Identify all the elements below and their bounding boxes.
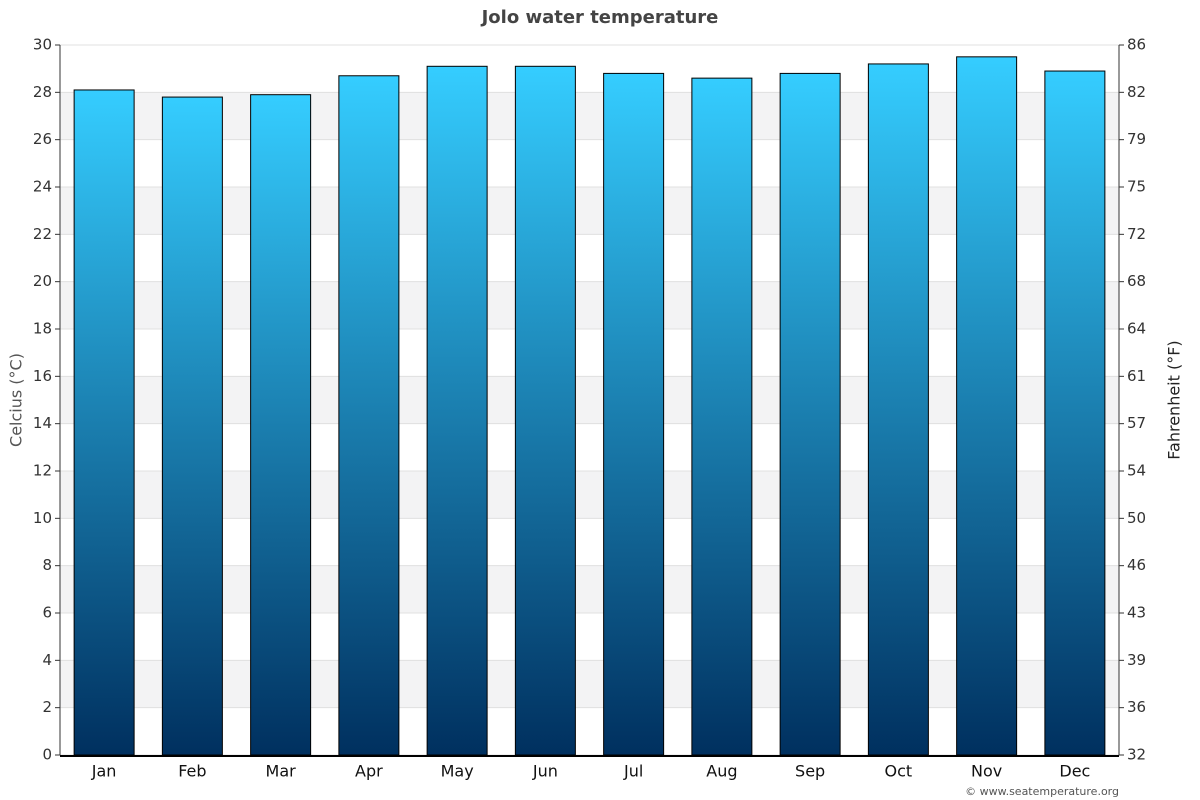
x-tick-label: Jul xyxy=(623,762,643,781)
x-tick-label: Apr xyxy=(355,762,383,781)
y2-tick-label: 79 xyxy=(1127,130,1146,148)
bar xyxy=(426,65,488,756)
grid-band xyxy=(60,92,1119,140)
y2-tick-label: 57 xyxy=(1127,414,1146,432)
chart-title: Jolo water temperature xyxy=(480,7,719,28)
y-tick-label: 2 xyxy=(42,698,52,716)
credit: © www.seatemperature.org xyxy=(965,785,1119,798)
y2-tick-label: 54 xyxy=(1127,462,1146,480)
y2-tick-label: 72 xyxy=(1127,225,1146,243)
y2-tick-label: 50 xyxy=(1127,509,1146,527)
bar xyxy=(161,96,223,756)
grid-band xyxy=(60,376,1119,424)
y2-tick-label: 68 xyxy=(1127,272,1146,290)
bar xyxy=(250,94,312,756)
y-tick-label: 26 xyxy=(33,130,52,148)
y2-tick-label: 64 xyxy=(1127,320,1146,338)
x-tick-label: May xyxy=(441,762,474,781)
bar xyxy=(73,89,135,756)
y2-tick-label: 75 xyxy=(1127,178,1146,196)
y-tick-label: 4 xyxy=(42,651,52,669)
bar xyxy=(603,72,665,756)
y2-tick-label: 39 xyxy=(1127,651,1146,669)
y2-axis-label: Fahrenheit (°F) xyxy=(1165,340,1184,459)
bar xyxy=(338,75,400,756)
y2-tick-label: 61 xyxy=(1127,367,1146,385)
grid-band xyxy=(60,187,1119,235)
y-tick-label: 30 xyxy=(33,36,52,54)
x-tick-label: Jan xyxy=(91,762,117,781)
y-tick-label: 0 xyxy=(42,746,52,764)
y-tick-label: 24 xyxy=(33,178,52,196)
y2-tick-label: 86 xyxy=(1127,36,1146,54)
x-tick-label: Feb xyxy=(178,762,206,781)
y-tick-label: 6 xyxy=(42,604,52,622)
x-tick-label: Dec xyxy=(1059,762,1090,781)
bar xyxy=(779,72,841,756)
bar xyxy=(691,77,753,756)
y-tick-label: 18 xyxy=(33,320,52,338)
x-tick-label: Nov xyxy=(971,762,1002,781)
y2-tick-label: 46 xyxy=(1127,556,1146,574)
y-tick-label: 22 xyxy=(33,225,52,243)
y-tick-label: 12 xyxy=(33,462,52,480)
y-tick-label: 28 xyxy=(33,83,52,101)
grid-band xyxy=(60,565,1119,613)
bar xyxy=(867,63,929,756)
y-tick-label: 8 xyxy=(42,556,52,574)
grid-band xyxy=(60,660,1119,708)
bar xyxy=(514,65,576,756)
grid-band xyxy=(60,471,1119,519)
y-tick-label: 14 xyxy=(33,414,52,432)
bar xyxy=(1044,70,1106,756)
y-tick-label: 20 xyxy=(33,272,52,290)
x-tick-label: Aug xyxy=(706,762,737,781)
x-tick-label: Mar xyxy=(266,762,297,781)
y-tick-label: 16 xyxy=(33,367,52,385)
x-tick-label: Oct xyxy=(885,762,913,781)
y2-tick-label: 32 xyxy=(1127,746,1146,764)
y-axis-label: Celcius (°C) xyxy=(7,353,26,447)
y2-tick-label: 82 xyxy=(1127,83,1146,101)
x-tick-label: Sep xyxy=(795,762,825,781)
x-tick-label: Jun xyxy=(532,762,558,781)
y-tick-label: 10 xyxy=(33,509,52,527)
bar xyxy=(956,56,1018,756)
y2-tick-label: 36 xyxy=(1127,698,1146,716)
grid-band xyxy=(60,281,1119,329)
y2-tick-label: 43 xyxy=(1127,604,1146,622)
